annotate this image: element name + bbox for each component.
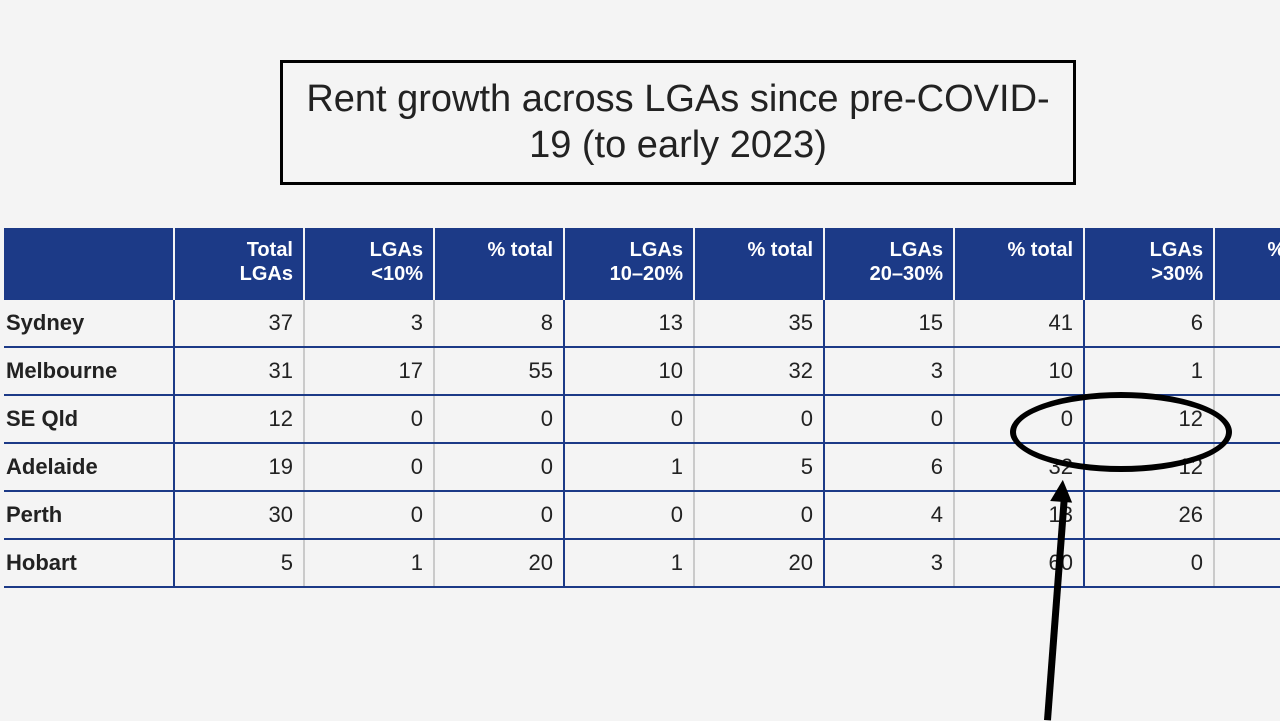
cell: 35 [694,300,824,347]
cell: 1 [564,539,694,587]
cell: 0 [1214,539,1280,587]
cell: 41 [954,300,1084,347]
cell: 100 [1214,395,1280,443]
cell: 15 [824,300,954,347]
cell: 37 [174,300,304,347]
cell: 55 [434,347,564,395]
cell: 1 [1084,347,1214,395]
cell: 0 [954,395,1084,443]
cell: 3 [824,539,954,587]
col-header: LGAs10–20% [564,228,694,300]
cell: 10 [954,347,1084,395]
cell: 8 [434,300,564,347]
row-label: Perth [4,491,174,539]
cell: 10 [564,347,694,395]
table-row: Melbourne311755103231013 [4,347,1280,395]
cell: 3 [304,300,434,347]
cell: 6 [1084,300,1214,347]
cell: 20 [434,539,564,587]
cell: 1 [304,539,434,587]
cell: 32 [694,347,824,395]
table-row: Hobart512012036000 [4,539,1280,587]
cell: 6 [824,443,954,491]
cell: 4 [824,491,954,539]
table-header: TotalLGAsLGAs<10%% total LGAs10–20%% tot… [4,228,1280,300]
col-header: % total [1214,228,1280,300]
cell: 16 [1214,300,1280,347]
cell: 12 [1084,395,1214,443]
cell: 0 [694,395,824,443]
cell: 0 [304,443,434,491]
cell: 0 [304,491,434,539]
col-header: % total [954,228,1084,300]
cell: 20 [694,539,824,587]
table-row: Sydney373813351541616 [4,300,1280,347]
table-body: Sydney373813351541616Melbourne3117551032… [4,300,1280,587]
cell: 32 [954,443,1084,491]
cell: 13 [954,491,1084,539]
cell: 13 [564,300,694,347]
cell: 5 [174,539,304,587]
cell: 26 [1084,491,1214,539]
cell: 5 [694,443,824,491]
cell: 0 [434,491,564,539]
table-row: SE Qld1200000012100 [4,395,1280,443]
cell: 87 [1214,491,1280,539]
cell: 1 [564,443,694,491]
cell: 19 [174,443,304,491]
cell: 0 [434,443,564,491]
row-label: SE Qld [4,395,174,443]
col-header: LGAs20–30% [824,228,954,300]
col-header: % total [434,228,564,300]
col-header: % total [694,228,824,300]
cell: 0 [434,395,564,443]
table-row: Perth3000004132687 [4,491,1280,539]
data-table-wrapper: TotalLGAsLGAs<10%% total LGAs10–20%% tot… [4,228,1242,588]
cell: 0 [564,395,694,443]
cell: 3 [1214,347,1280,395]
col-header: LGAs<10% [304,228,434,300]
cell: 0 [304,395,434,443]
cell: 63 [1214,443,1280,491]
row-label: Hobart [4,539,174,587]
cell: 30 [174,491,304,539]
row-label: Sydney [4,300,174,347]
col-header: LGAs>30% [1084,228,1214,300]
cell: 0 [694,491,824,539]
col-header: TotalLGAs [174,228,304,300]
row-label: Melbourne [4,347,174,395]
col-header [4,228,174,300]
cell: 3 [824,347,954,395]
cell: 0 [1084,539,1214,587]
cell: 0 [564,491,694,539]
row-label: Adelaide [4,443,174,491]
cell: 60 [954,539,1084,587]
cell: 12 [174,395,304,443]
cell: 17 [304,347,434,395]
title-text: Rent growth across LGAs since pre-COVID-… [306,78,1049,166]
cell: 0 [824,395,954,443]
cell: 12 [1084,443,1214,491]
table-row: Adelaide1900156321263 [4,443,1280,491]
cell: 31 [174,347,304,395]
page-title: Rent growth across LGAs since pre-COVID-… [280,60,1076,185]
rent-growth-table: TotalLGAsLGAs<10%% total LGAs10–20%% tot… [4,228,1280,588]
